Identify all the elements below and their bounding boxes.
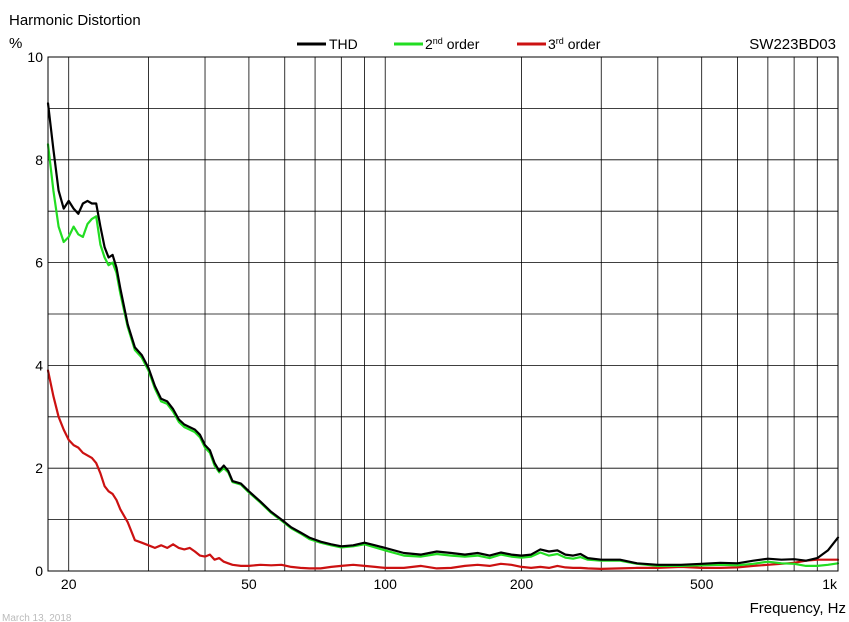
grid: [48, 57, 838, 571]
legend-2nd-num: 2: [425, 36, 433, 52]
legend-3rd-sup: rd: [556, 36, 564, 46]
series-lines: [46, 102, 840, 570]
y-tick-label: 8: [35, 152, 43, 168]
x-tick-label: 200: [510, 576, 534, 592]
series-line-thd: [46, 102, 840, 566]
y-tick-label: 2: [35, 460, 43, 476]
y-tick-label: 10: [27, 49, 43, 65]
y-tick-label: 4: [35, 357, 43, 373]
legend-3rd-num: 3: [548, 36, 556, 52]
x-tick-label: 100: [374, 576, 398, 592]
legend-2nd-label: 2nd order: [425, 36, 480, 52]
legend-thd-label: THD: [329, 36, 358, 52]
legend-3rd-label: 3rd order: [548, 36, 601, 52]
series-line-3rd-order: [46, 369, 840, 570]
y-tick-labels: 0 2 4 6 8 10: [27, 49, 43, 579]
y-tick-label: 6: [35, 255, 43, 271]
plot-frame: [47, 56, 839, 572]
model-label: SW223BD03: [749, 36, 836, 53]
legend-3rd-word: order: [564, 36, 601, 52]
x-axis-label: Frequency, Hz: [750, 600, 846, 617]
chart-title: Harmonic Distortion: [9, 12, 141, 29]
x-tick-label: 1k: [822, 576, 838, 592]
legend: THD 2nd order 3rd order: [297, 36, 601, 52]
legend-2nd-word: order: [443, 36, 480, 52]
y-tick-label: 0: [35, 563, 43, 579]
x-tick-label: 20: [61, 576, 77, 592]
x-tick-label: 50: [241, 576, 257, 592]
x-tick-labels: 20 50 100 200 500 1k: [61, 576, 838, 592]
date-stamp: March 13, 2018: [2, 613, 72, 622]
x-tick-label: 500: [690, 576, 714, 592]
y-axis-unit: %: [9, 35, 22, 52]
legend-2nd-sup: nd: [433, 36, 443, 46]
